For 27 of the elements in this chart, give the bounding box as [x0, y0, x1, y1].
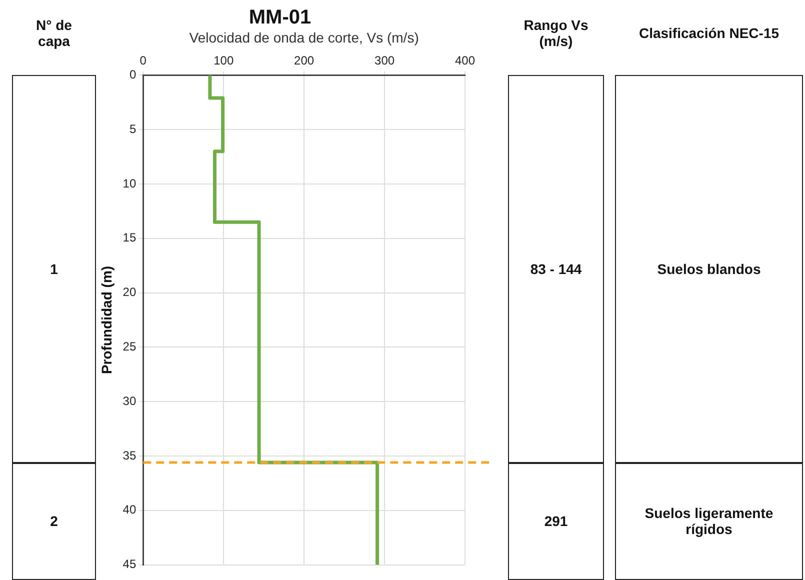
text: Suelos ligeramente rígidos [615, 462, 803, 580]
x-tick-label: 200 [294, 53, 314, 68]
y-tick-label: 0 [129, 68, 136, 82]
y-tick-label: 25 [122, 340, 136, 354]
y-tick-label: 40 [122, 502, 136, 517]
y-tick-label: 35 [122, 448, 136, 462]
y-tick-label: 10 [122, 176, 136, 190]
x-tick-label: 300 [374, 53, 395, 68]
x-tick-label: 100 [214, 53, 234, 68]
text: 2 [12, 462, 96, 580]
x-axis-title: Velocidad de onda de corte, Vs (m/s) [189, 29, 419, 46]
text: Clasificación NEC-15 [638, 24, 780, 43]
y-tick-label: 5 [129, 122, 136, 136]
text: 83 - 144 [508, 75, 604, 462]
text: Suelos blandos [615, 75, 803, 462]
x-tick-label: 0 [140, 53, 147, 68]
y-axis-title: Profundidad (m) [98, 266, 114, 374]
y-tick-label: 15 [122, 230, 136, 245]
text: 291 [508, 462, 604, 580]
y-tick-label: 45 [122, 557, 136, 572]
text: N° de capa [35, 16, 73, 51]
chart-title: MM-01 [248, 6, 312, 29]
text: 1 [12, 75, 96, 462]
y-tick-label: 20 [122, 285, 136, 300]
x-tick-label: 400 [454, 53, 476, 68]
text: Rango Vs (m/s) [522, 16, 590, 51]
y-tick-label: 30 [122, 394, 136, 408]
